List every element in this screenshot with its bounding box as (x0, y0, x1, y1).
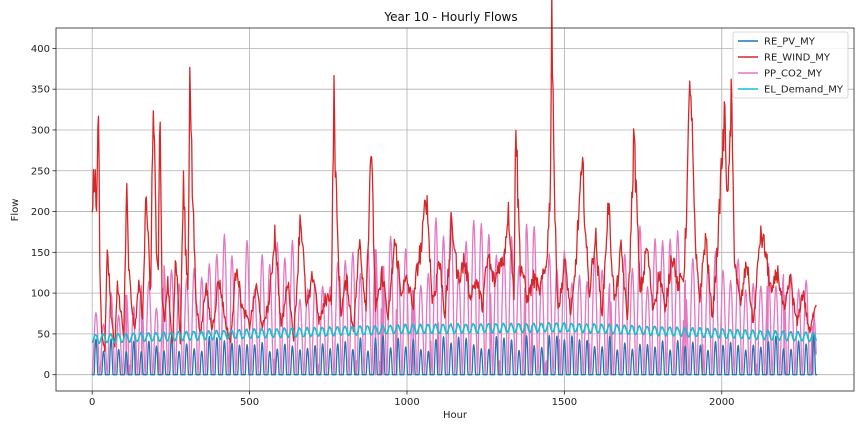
series-line-re-wind-my (91, 0, 817, 352)
legend-label: RE_PV_MY (764, 37, 816, 48)
plot-frame (55, 27, 855, 392)
y-axis-title: Flow (10, 199, 21, 222)
legend-frame (732, 31, 849, 99)
legend-label: PP_CO2_MY (764, 69, 823, 80)
y-tick-label: 150 (31, 248, 50, 259)
y-tick-label: 350 (31, 85, 50, 96)
y-tick-label: 300 (31, 125, 50, 136)
series-line-re-pv-my (91, 334, 818, 376)
legend-label: EL_Demand_MY (764, 85, 844, 96)
y-tick-label: 200 (31, 207, 50, 218)
series-lines (91, 0, 818, 376)
y-tick-label: 400 (31, 44, 50, 55)
y-tick-label: 100 (31, 289, 50, 300)
legend-label: RE_WIND_MY (764, 53, 831, 64)
x-tick-label: 500 (240, 397, 259, 408)
series-line-pp-co2-my (91, 211, 817, 376)
x-axis-ticks: 0 500 1000 1500 2000 (89, 391, 735, 408)
x-axis-title: Hour (443, 410, 468, 421)
x-tick-label: 1500 (552, 397, 577, 408)
y-tick-label: 0 (44, 370, 50, 381)
chart-title: Year 10 - Hourly Flows (383, 10, 517, 24)
plot-area (55, 0, 855, 392)
x-tick-label: 1000 (394, 397, 419, 408)
y-tick-label: 250 (31, 166, 50, 177)
x-tick-label: 2000 (709, 397, 734, 408)
y-tick-label: 50 (37, 329, 50, 340)
y-axis-ticks: 0 50 100 150 200 250 300 350 400 (31, 44, 56, 381)
x-tick-label: 0 (89, 397, 95, 408)
series-line-el-demand-my (91, 321, 817, 345)
legend: RE_PV_MY RE_WIND_MY PP_CO2_MY EL_Demand_MY (732, 31, 849, 99)
